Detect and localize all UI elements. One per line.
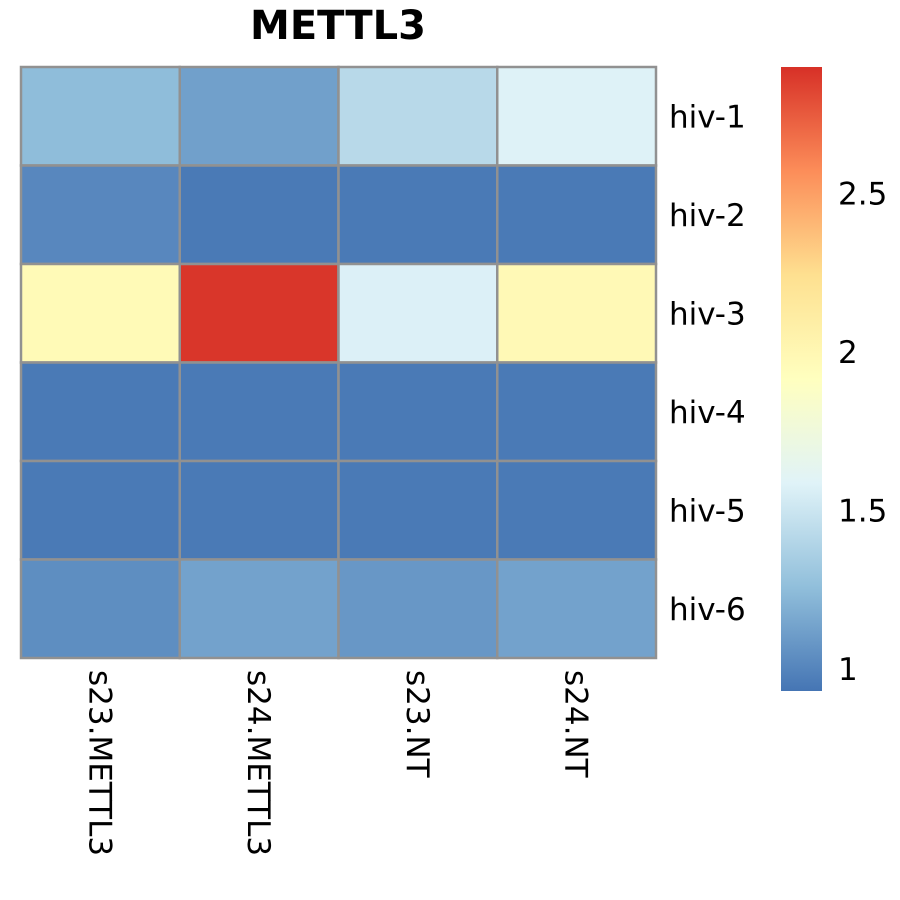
heatmap-cell-hiv-2-s24.METTL3 xyxy=(178,164,340,266)
heatmap-cell-hiv-1-s24.METTL3 xyxy=(178,65,340,167)
column-labels: s23.METTL3 s24.METTL3 s23.NT s24.NT xyxy=(81,670,593,856)
column-label: s23.NT xyxy=(399,670,435,779)
colorbar-tick-label: 2.5 xyxy=(838,177,887,213)
heatmap-cell-hiv-4-s23.METTL3 xyxy=(19,361,181,463)
chart-title: METTL3 xyxy=(250,3,426,49)
heatmap-cell-hiv-1-s24.NT xyxy=(496,65,658,167)
heatmap-cell-hiv-6-s24.METTL3 xyxy=(178,558,340,660)
column-label: s24.NT xyxy=(558,670,594,779)
row-label: hiv-6 xyxy=(669,592,746,628)
heatmap-cell-hiv-2-s23.NT xyxy=(337,164,499,266)
heatmap-cell-hiv-2-s23.METTL3 xyxy=(19,164,181,266)
column-label: s24.METTL3 xyxy=(240,670,276,856)
heatmap-cell-hiv-5-s23.METTL3 xyxy=(19,459,181,561)
row-label: hiv-1 xyxy=(669,99,746,135)
heatmap-cell-hiv-1-s23.NT xyxy=(337,65,499,167)
heatmap-cell-hiv-5-s23.NT xyxy=(337,459,499,561)
colorbar-tick-label: 2 xyxy=(838,335,858,371)
colorbar-tick-label: 1 xyxy=(838,652,858,688)
heatmap-cell-hiv-6-s24.NT xyxy=(496,558,658,660)
row-label: hiv-5 xyxy=(669,493,746,529)
heatmap-cell-hiv-5-s24.NT xyxy=(496,459,658,561)
colorbar xyxy=(781,67,822,691)
heatmap-cell-hiv-4-s23.NT xyxy=(337,361,499,463)
heatmap-cell-hiv-3-s23.METTL3 xyxy=(19,262,181,364)
heatmap-cell-hiv-3-s24.NT xyxy=(496,262,658,364)
heatmap-cells xyxy=(19,65,658,660)
colorbar-tick-label: 1.5 xyxy=(838,493,887,529)
row-label: hiv-3 xyxy=(669,296,746,332)
heatmap-cell-hiv-1-s23.METTL3 xyxy=(19,65,181,167)
heatmap-cell-hiv-4-s24.NT xyxy=(496,361,658,463)
colorbar-gradient xyxy=(781,67,822,691)
heatmap-cell-hiv-3-s24.METTL3 xyxy=(178,262,340,364)
heatmap-cell-hiv-4-s24.METTL3 xyxy=(178,361,340,463)
heatmap-cell-hiv-6-s23.NT xyxy=(337,558,499,660)
column-label: s23.METTL3 xyxy=(81,670,117,856)
heatmap-cell-hiv-5-s24.METTL3 xyxy=(178,459,340,561)
row-label: hiv-4 xyxy=(669,395,746,431)
colorbar-ticks: 1 1.5 2 2.5 xyxy=(838,177,887,688)
heatmap-cell-hiv-3-s23.NT xyxy=(337,262,499,364)
heatmap-cell-hiv-6-s23.METTL3 xyxy=(19,558,181,660)
row-label: hiv-2 xyxy=(669,198,746,234)
heatmap-cell-hiv-2-s24.NT xyxy=(496,164,658,266)
row-labels: hiv-1 hiv-2 hiv-3 hiv-4 hiv-5 hiv-6 xyxy=(669,99,746,628)
